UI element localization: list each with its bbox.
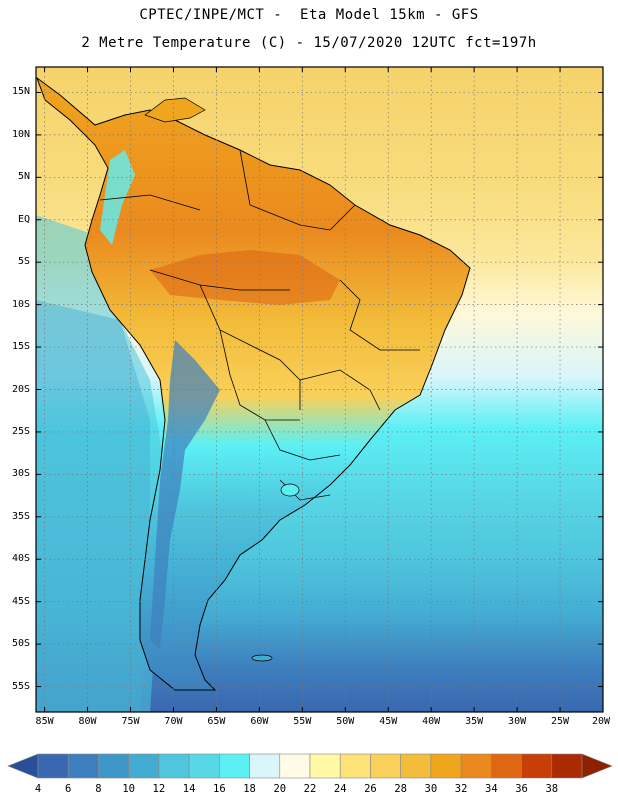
colorbar-label: 6 [65, 783, 72, 795]
colorbar-label: 12 [152, 783, 166, 795]
colorbar-label: 10 [122, 783, 135, 795]
lat-tick-label: 35S [11, 510, 30, 522]
lat-tick-label: 30S [11, 468, 30, 480]
colorbar-swatch [551, 753, 583, 779]
lat-tick-label: 20S [11, 383, 30, 395]
colorbar-label: 24 [333, 783, 347, 795]
colorbar-label: 4 [34, 783, 42, 795]
lat-tick-label: 45S [11, 595, 30, 607]
lon-tick-label: 45W [379, 716, 398, 727]
colorbar-label: 22 [303, 783, 317, 795]
colorbar-swatch [128, 753, 160, 779]
lat-tick-label: 10S [11, 298, 30, 310]
lat-tick-label: 50S [11, 638, 30, 650]
lat-tick-label: 55S [11, 680, 30, 692]
colorbar-min-arrow [7, 753, 39, 779]
lon-tick-label: 55W [293, 716, 312, 727]
colorbar-swatch [521, 753, 553, 779]
colorbar-label: 16 [213, 783, 226, 795]
colorbar-label: 18 [243, 783, 256, 795]
lon-tick-label: 80W [78, 716, 97, 727]
colorbar-swatch [279, 753, 311, 779]
lat-tick-label: 15N [11, 86, 30, 98]
lon-tick-label: 65W [207, 716, 226, 727]
colorbar [7, 753, 613, 779]
lat-tick-label: 5N [17, 171, 30, 183]
colorbar-label: 14 [182, 783, 196, 795]
colorbar-swatch [400, 753, 432, 779]
colorbar-label: 30 [424, 783, 438, 795]
lat-tick-label: 5S [17, 256, 30, 268]
colorbar-swatch [219, 753, 250, 779]
lon-tick-label: 35W [465, 716, 484, 727]
colorbar-swatch [339, 753, 371, 779]
colorbar-label: 36 [515, 783, 528, 795]
colorbar-label: 38 [545, 783, 559, 795]
lon-tick-label: 40W [422, 716, 441, 727]
colorbar-max-arrow [581, 753, 613, 779]
colorbar-swatch [491, 753, 522, 779]
colorbar-swatch [309, 753, 341, 779]
lat-tick-label: 25S [11, 425, 30, 437]
lon-tick-label: 50W [336, 716, 355, 727]
lon-tick-label: 20W [591, 716, 611, 727]
lon-tick-label: 30W [508, 716, 527, 727]
lon-tick-label: 25W [551, 716, 570, 727]
colorbar-label: 34 [485, 783, 498, 795]
south-america-landmass [36, 76, 471, 691]
colorbar-swatch [158, 753, 190, 779]
colorbar-swatch [370, 753, 401, 779]
lat-tick-label: 10N [11, 128, 30, 140]
lat-tick-label: 40S [11, 553, 30, 565]
colorbar-swatch [460, 753, 492, 779]
lon-tick-label: 60W [250, 716, 269, 727]
lat-tick-label: 15S [11, 341, 30, 353]
lon-tick-label: 75W [121, 716, 140, 727]
colorbar-swatch [98, 753, 129, 779]
lat-tick-label: EQ [17, 213, 30, 225]
colorbar-swatch [188, 753, 220, 779]
colorbar-label: 8 [95, 783, 102, 795]
colorbar-swatch [67, 753, 99, 779]
colorbar-label: 20 [273, 783, 287, 795]
colorbar-label: 28 [394, 783, 407, 795]
colorbar-swatch [249, 753, 281, 779]
lon-tick-label: 70W [164, 716, 183, 727]
map-title-line1: CPTEC/INPE/MCT - Eta Model 15km - GFS [139, 7, 479, 23]
map-title-line2: 2 Metre Temperature (C) - 15/07/2020 12U… [81, 35, 537, 51]
lon-tick-label: 85W [35, 716, 54, 727]
colorbar-label: 26 [364, 783, 377, 795]
colorbar-swatch [430, 753, 462, 779]
colorbar-swatch [37, 753, 69, 779]
graticule [36, 67, 603, 712]
colorbar-label: 32 [454, 783, 468, 795]
